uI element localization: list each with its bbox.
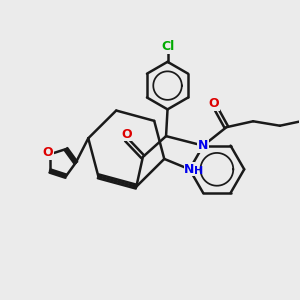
Text: N: N (198, 139, 208, 152)
Text: O: O (121, 128, 132, 141)
Text: H: H (194, 166, 203, 176)
Text: O: O (208, 97, 219, 110)
Text: O: O (42, 146, 53, 159)
Text: N: N (184, 163, 195, 176)
Text: Cl: Cl (161, 40, 174, 53)
